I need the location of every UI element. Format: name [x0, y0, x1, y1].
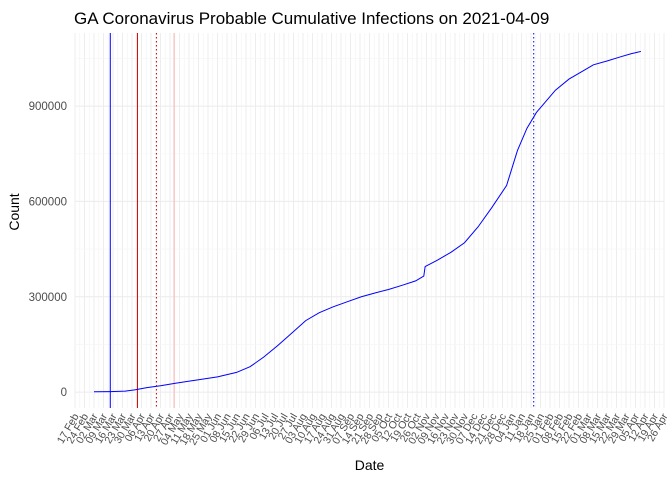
y-tick-label: 0 [61, 387, 67, 399]
y-axis-label: Count [6, 193, 22, 230]
series-layer [93, 50, 642, 393]
x-axis-label: Date [355, 457, 385, 473]
series-line [93, 50, 642, 393]
y-tick-label: 900000 [29, 101, 67, 113]
reference-lines [109, 33, 535, 408]
chart-title: GA Coronavirus Probable Cumulative Infec… [74, 9, 549, 28]
grid-lines [74, 33, 665, 408]
y-tick-label: 300000 [29, 292, 67, 304]
y-axis-ticks: 0 300000 600000 900000 [29, 101, 67, 399]
y-tick-label: 600000 [29, 196, 67, 208]
